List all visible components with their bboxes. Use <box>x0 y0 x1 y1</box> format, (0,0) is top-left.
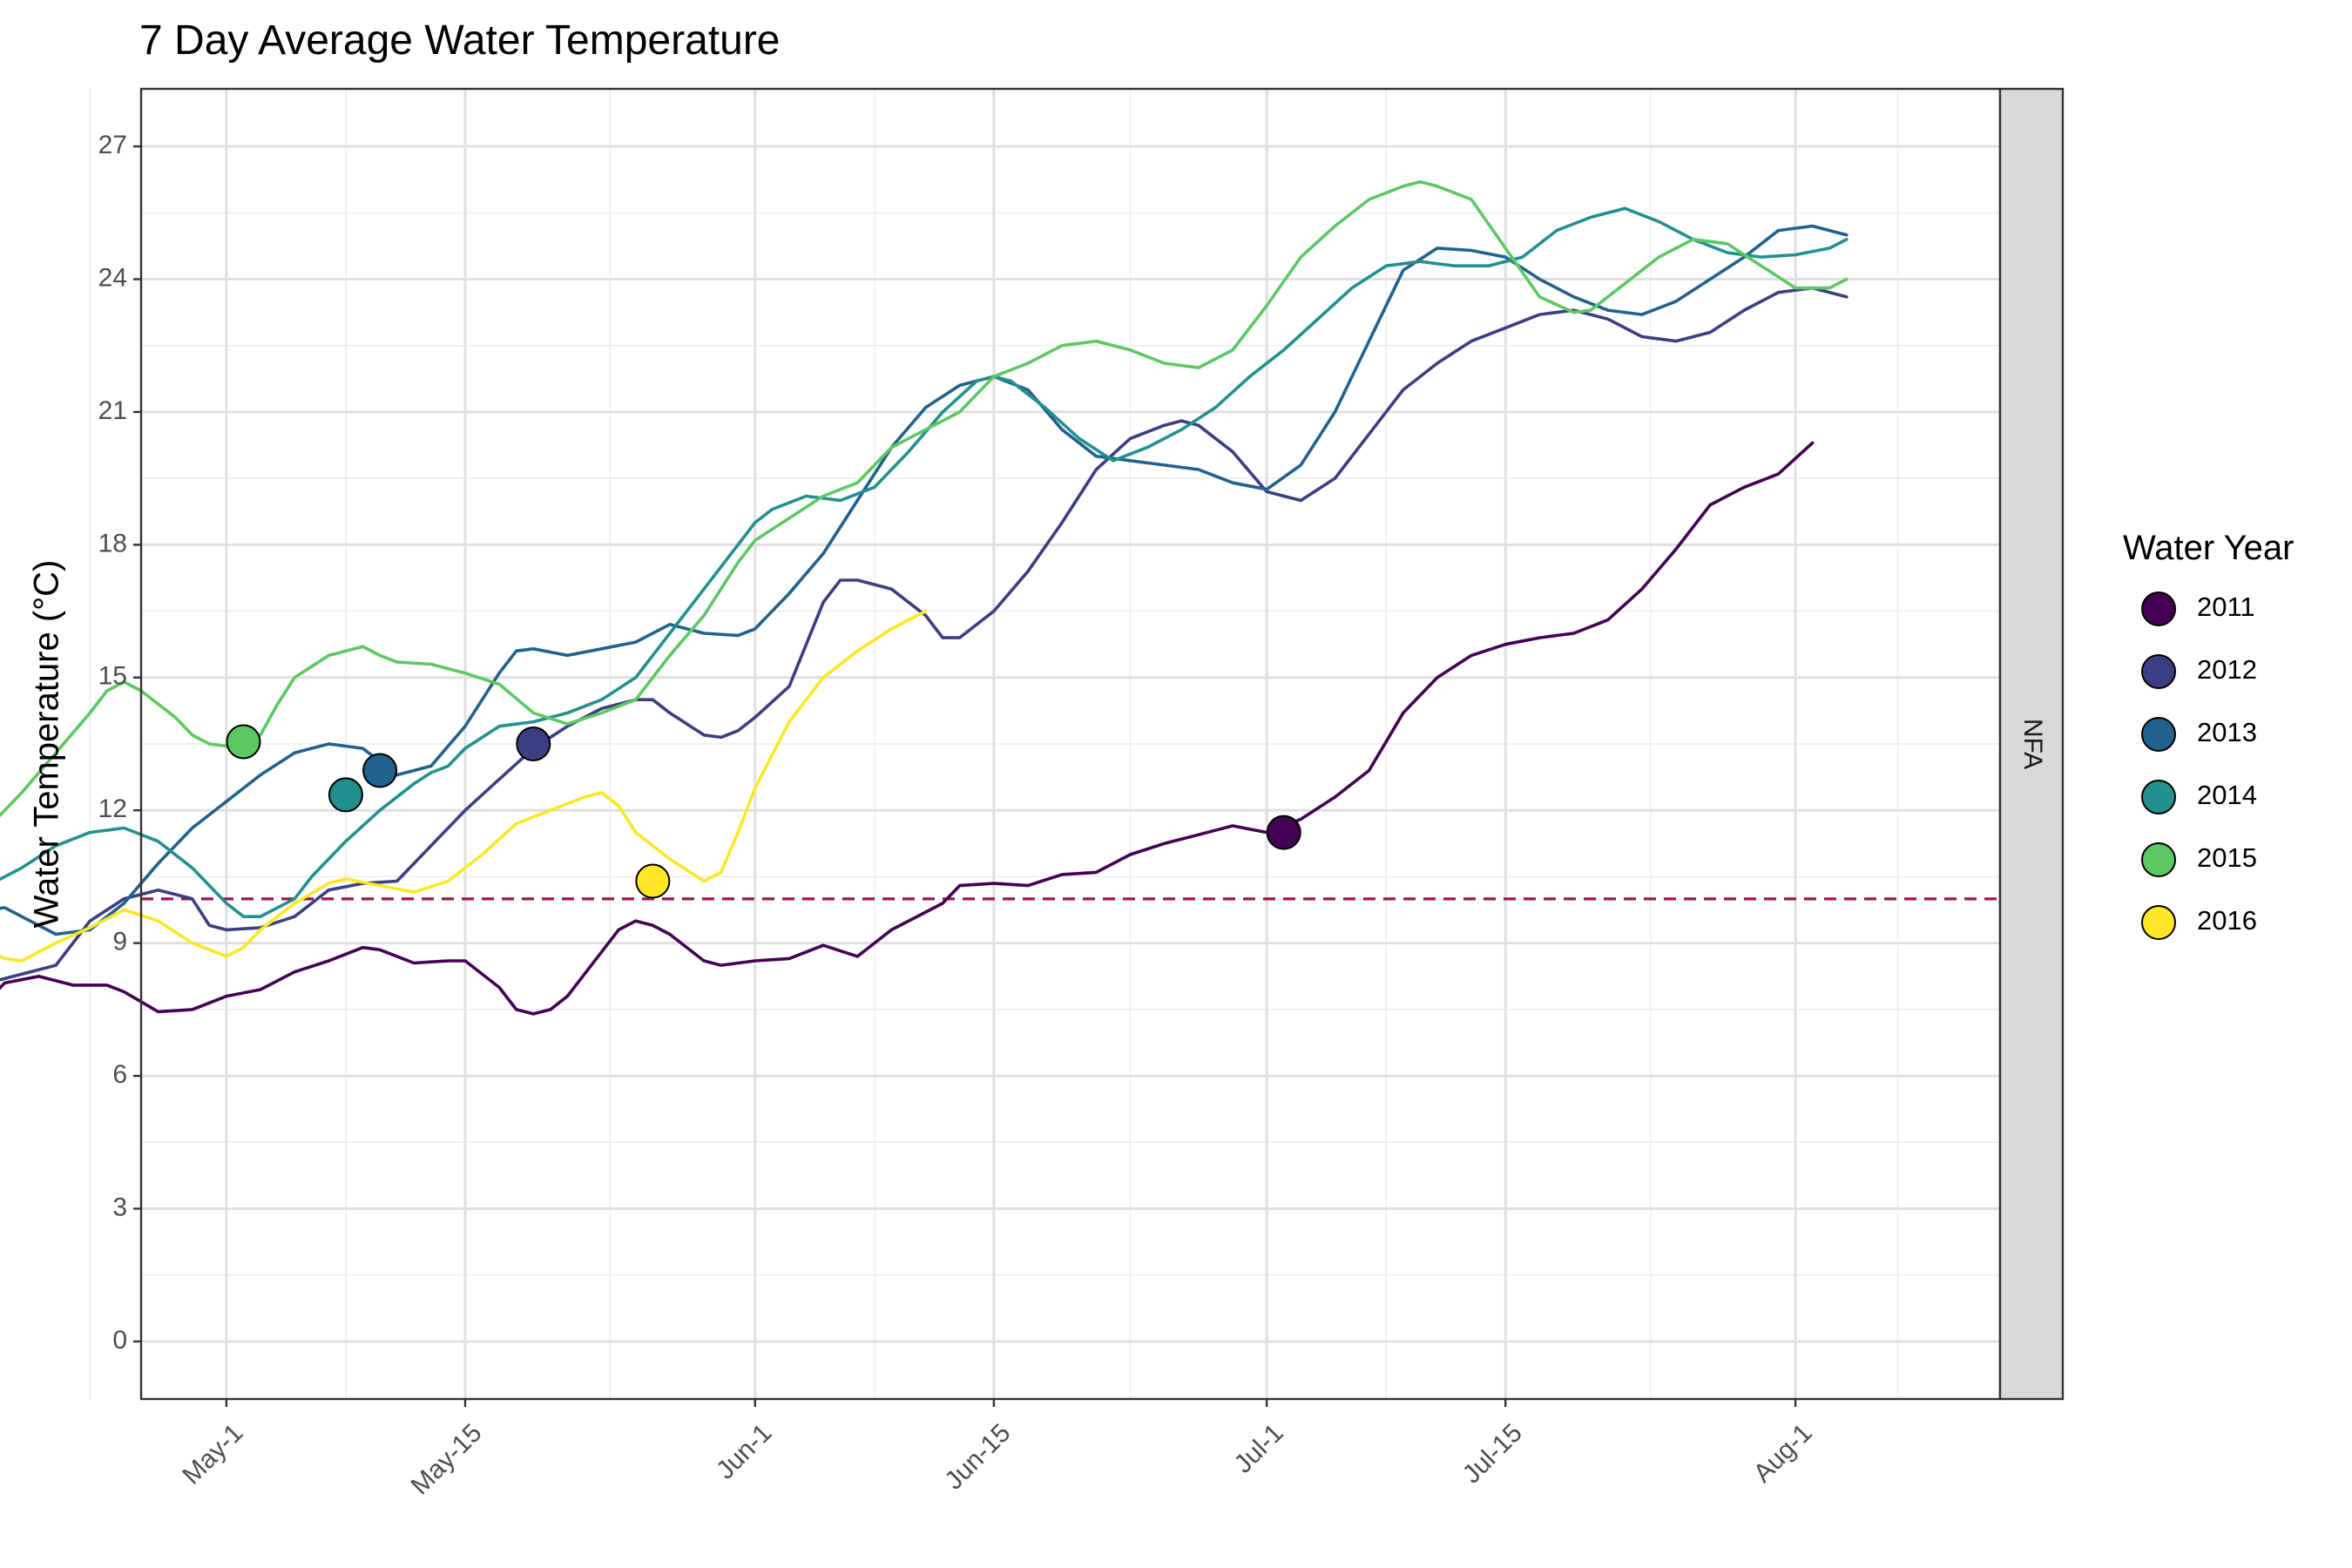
series-marker-2016 <box>635 863 671 899</box>
y-tick-label: 0 <box>112 1326 127 1355</box>
series-line-2013 <box>0 224 1848 936</box>
series-marker-2015 <box>226 724 261 760</box>
y-tick-label: 3 <box>112 1193 127 1221</box>
y-axis-title: Water Temperature (°C) <box>28 560 66 929</box>
legend-label-2016: 2016 <box>2197 905 2257 936</box>
series-line-2016 <box>0 609 928 963</box>
series-line-2015 <box>0 179 1848 818</box>
y-tick-label: 6 <box>112 1060 127 1089</box>
legend-label-2013: 2013 <box>2197 717 2257 747</box>
legend-label-2015: 2015 <box>2197 842 2257 873</box>
series-line-2011 <box>0 441 1815 1016</box>
y-tick-label: 24 <box>98 263 127 292</box>
legend-items: 2011 2012 2013 2014 2015 2016 <box>2141 591 2257 940</box>
y-tick-label: 9 <box>112 928 127 956</box>
y-tick-label: 27 <box>98 131 127 159</box>
legend-label-2012: 2012 <box>2197 654 2257 685</box>
facet-strip <box>1998 87 2065 1401</box>
series-markers <box>226 724 1301 899</box>
legend-key-2012 <box>2141 654 2176 689</box>
legend-key-2013 <box>2141 717 2176 752</box>
legend-key-2016 <box>2141 905 2176 940</box>
legend-label-2014: 2014 <box>2197 780 2257 810</box>
facet-strip-label: NFA <box>2018 719 2047 769</box>
series-marker-2011 <box>1266 814 1301 850</box>
legend-key-2011 <box>2141 591 2176 626</box>
chart-title: 7 Day Average Water Temperature <box>139 17 781 64</box>
series-marker-2012 <box>516 727 551 761</box>
legend-label-2011: 2011 <box>2197 591 2255 622</box>
series-lines <box>0 179 1848 1016</box>
major-gridlines <box>141 89 2000 1399</box>
series-marker-2014 <box>328 777 363 813</box>
y-axis: 0 3 6 9 12 15 18 21 24 27 <box>98 131 141 1355</box>
series-marker-2013 <box>362 753 398 788</box>
y-tick-label: 21 <box>98 396 127 425</box>
series-line-2012 <box>0 286 1848 982</box>
series-line-2014 <box>0 206 1848 918</box>
y-tick-label: 18 <box>98 529 127 558</box>
legend-title: Water Year <box>2123 529 2294 567</box>
y-tick-label: 15 <box>98 662 127 691</box>
legend-key-2014 <box>2141 780 2176 814</box>
y-tick-label: 12 <box>98 794 127 823</box>
legend-key-2015 <box>2141 842 2176 877</box>
legend: Water Year 2011 2012 2013 2014 2015 2016 <box>2123 529 2294 940</box>
